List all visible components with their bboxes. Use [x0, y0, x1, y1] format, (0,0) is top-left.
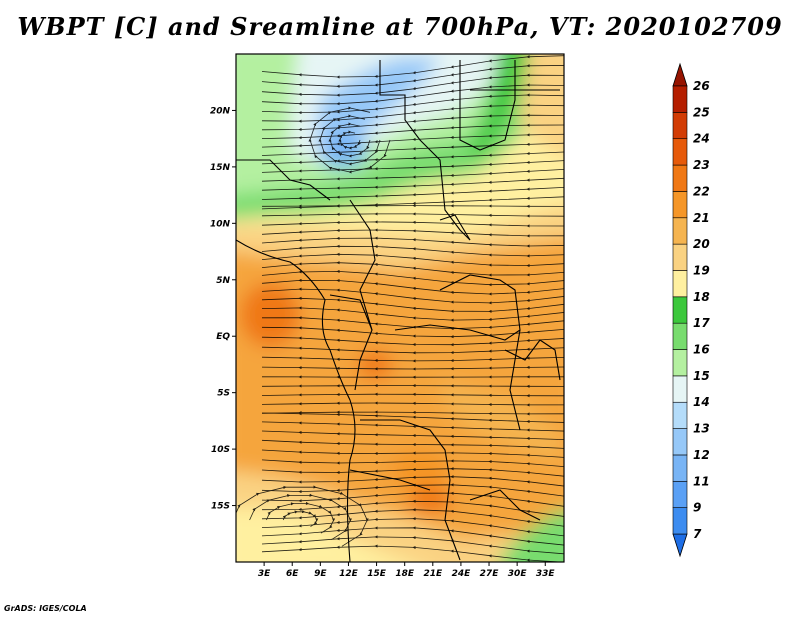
colorbar-label: 26: [693, 79, 710, 93]
lon-tick-label: 9E: [314, 569, 327, 579]
colorbar-swatch: [672, 428, 688, 456]
streamline: [261, 392, 564, 398]
lat-tick-label: 15N: [210, 163, 231, 173]
streamline: [308, 106, 391, 174]
latitude-axis: 20N 15N 10N 5N EQ 5S 10S 15S: [210, 106, 236, 512]
colorbar-label: 9: [693, 501, 701, 515]
streamline: [236, 485, 369, 547]
lon-tick-label: 6E: [286, 569, 299, 579]
colorbar-label: 25: [693, 105, 710, 119]
colorbar-swatch: [672, 217, 688, 245]
streamline: [261, 544, 564, 562]
streamline: [261, 475, 564, 487]
colorbar-swatch: [672, 164, 688, 192]
colorbar-swatch: [672, 191, 688, 219]
lon-tick-label: 15E: [367, 569, 387, 579]
streamline: [261, 228, 564, 238]
lon-tick-label: 3E: [258, 569, 271, 579]
colorbar-swatch: [672, 138, 688, 166]
colorbar-swatch: [672, 243, 688, 271]
colorbar-swatch: [672, 270, 688, 298]
map-frame: [235, 53, 565, 563]
colorbar-label: 21: [693, 211, 710, 225]
lon-tick-label: 12E: [339, 569, 359, 579]
colorbar-swatch: [672, 507, 688, 535]
colorbar-label: 22: [693, 184, 710, 198]
colorbar-swatch: [672, 480, 688, 508]
country-borders: [236, 60, 561, 562]
lat-tick-label: 10N: [210, 219, 231, 229]
colorbar-swatch: [672, 349, 688, 377]
wbpt-field: [236, 54, 564, 562]
streamline: [261, 467, 564, 477]
lat-tick-label: EQ: [216, 332, 230, 342]
colorbar-swatch: [672, 454, 688, 482]
streamline: [261, 365, 564, 371]
colorbar-label: 23: [693, 158, 710, 172]
streamline: [261, 449, 564, 458]
streamline: [261, 459, 564, 468]
colorbar-legend: 7 9 11 12 13 14 15 16 17 18 19 20 21 22 23 24 25 26: [672, 62, 710, 558]
colorbar-label: 15: [693, 369, 710, 383]
colorbar-bottom-arrow: [672, 533, 688, 558]
colorbar-swatch: [672, 85, 688, 113]
colorbar-label: 16: [693, 343, 710, 357]
streamline: [261, 430, 564, 441]
colorbar-label: 13: [693, 422, 710, 436]
streamlines: [236, 55, 564, 562]
colorbar-label: 24: [693, 132, 710, 146]
colorbar-swatch: [672, 375, 688, 403]
colorbar-label: 7: [693, 527, 702, 541]
colorbar-label: 17: [693, 316, 710, 330]
colorbar-label: 18: [693, 290, 710, 304]
colorbar-label: 14: [693, 395, 710, 409]
colorbar-swatch: [672, 296, 688, 324]
streamline: [261, 421, 564, 432]
lon-tick-label: 24E: [452, 569, 472, 579]
lon-tick-label: 33E: [536, 569, 556, 579]
colorbar-top-arrow: [672, 62, 688, 87]
streamline: [261, 346, 564, 355]
colorbar-swatch: [672, 401, 688, 429]
colorbar-label: 11: [693, 474, 710, 488]
grads-credit: GrADS: IGES/COLA: [4, 604, 87, 613]
lon-tick-label: 27E: [480, 569, 500, 579]
streamline: [261, 204, 564, 208]
lon-tick-label: 21E: [423, 569, 443, 579]
colorbar-label: 19: [693, 263, 710, 277]
streamline: [261, 336, 564, 347]
lat-tick-label: 10S: [211, 445, 230, 455]
lon-tick-label: 18E: [395, 569, 415, 579]
colorbar-label: 20: [693, 237, 710, 251]
lat-tick-label: 5S: [217, 389, 230, 399]
streamline: [261, 439, 564, 449]
lat-tick-label: 15S: [211, 502, 230, 512]
streamline: [261, 383, 564, 388]
colorbar-swatch: [672, 322, 688, 350]
streamline: [261, 220, 564, 228]
map-title: WBPT [C] and Sreamline at 700hPa, VT: 20…: [17, 12, 783, 41]
lat-tick-label: 20N: [210, 106, 231, 116]
lat-tick-label: 5N: [216, 276, 230, 286]
lon-tick-label: 30E: [508, 569, 528, 579]
streamline: [261, 401, 564, 407]
streamline: [261, 412, 564, 424]
colorbar-label: 12: [693, 448, 710, 462]
colorbar-swatch: [672, 112, 688, 140]
longitude-axis: 3E 6E 9E 12E 15E 18E 21E 24E 27E 30E 33E: [258, 562, 556, 579]
streamline: [261, 212, 564, 218]
